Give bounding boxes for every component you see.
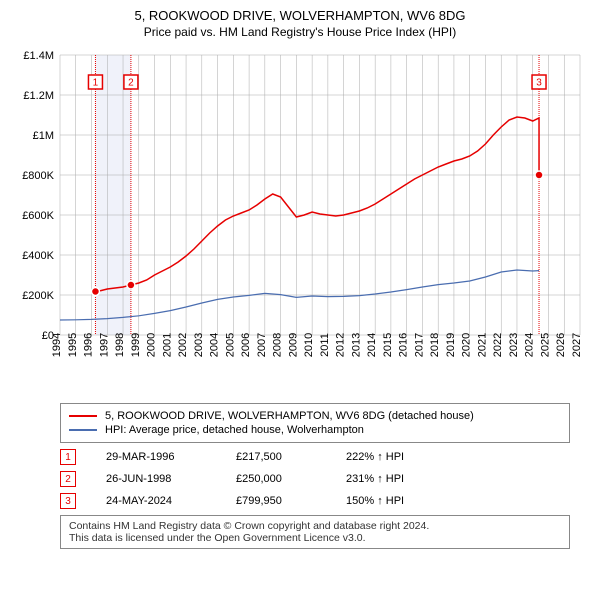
svg-text:2016: 2016 [398,333,410,357]
svg-text:£200K: £200K [22,290,54,302]
svg-text:2025: 2025 [539,333,551,357]
svg-text:1995: 1995 [67,333,79,357]
svg-text:1999: 1999 [130,333,142,357]
svg-text:2008: 2008 [272,333,284,357]
svg-text:2024: 2024 [524,333,536,357]
svg-text:2006: 2006 [240,333,252,357]
svg-text:1996: 1996 [83,333,95,357]
svg-text:1997: 1997 [98,333,110,357]
sales-table: 1 29-MAR-1996 £217,500 222% ↑ HPI 2 26-J… [60,449,570,509]
sales-row: 1 29-MAR-1996 £217,500 222% ↑ HPI [60,449,570,465]
svg-text:£1.2M: £1.2M [23,90,54,102]
svg-text:2002: 2002 [177,333,189,357]
svg-text:2014: 2014 [366,333,378,357]
svg-text:2003: 2003 [193,333,205,357]
svg-text:2026: 2026 [555,333,567,357]
svg-text:2023: 2023 [508,333,520,357]
svg-text:3: 3 [536,78,542,89]
footer-line-1: Contains HM Land Registry data © Crown c… [69,520,561,532]
footer-attribution: Contains HM Land Registry data © Crown c… [60,515,570,549]
svg-text:2022: 2022 [492,333,504,357]
sale-date: 24-MAY-2024 [106,495,206,507]
svg-text:£600K: £600K [22,210,54,222]
svg-text:£1M: £1M [33,130,54,142]
sale-date: 29-MAR-1996 [106,451,206,463]
svg-text:2: 2 [128,78,134,89]
svg-text:£1.4M: £1.4M [23,50,54,62]
svg-text:2005: 2005 [224,333,236,357]
svg-text:1994: 1994 [51,333,63,357]
chart-svg: £0£200K£400K£600K£800K£1M£1.2M£1.4M19941… [10,45,590,395]
svg-text:2027: 2027 [571,333,583,357]
svg-text:2000: 2000 [146,333,158,357]
title-line-2: Price paid vs. HM Land Registry's House … [10,25,590,39]
svg-text:£400K: £400K [22,250,54,262]
svg-text:2013: 2013 [350,333,362,357]
svg-text:2012: 2012 [335,333,347,357]
legend-label-hpi: HPI: Average price, detached house, Wolv… [105,424,364,436]
legend-row-hpi: HPI: Average price, detached house, Wolv… [69,424,561,436]
svg-text:2001: 2001 [161,333,173,357]
svg-text:2010: 2010 [303,333,315,357]
svg-text:2009: 2009 [287,333,299,357]
legend-swatch-hpi [69,429,97,431]
svg-text:2019: 2019 [445,333,457,357]
sale-marker-2: 2 [60,471,76,487]
sale-hpi: 222% ↑ HPI [346,451,446,463]
sale-price: £799,950 [236,495,316,507]
svg-text:2017: 2017 [413,333,425,357]
sale-marker-3: 3 [60,493,76,509]
svg-text:2015: 2015 [382,333,394,357]
legend-row-property: 5, ROOKWOOD DRIVE, WOLVERHAMPTON, WV6 8D… [69,410,561,422]
sale-price: £217,500 [236,451,316,463]
svg-text:2004: 2004 [209,333,221,357]
sale-hpi: 150% ↑ HPI [346,495,446,507]
chart-title-block: 5, ROOKWOOD DRIVE, WOLVERHAMPTON, WV6 8D… [10,8,590,39]
sale-marker-1: 1 [60,449,76,465]
svg-text:£800K: £800K [22,170,54,182]
svg-text:2021: 2021 [476,333,488,357]
price-chart: £0£200K£400K£600K£800K£1M£1.2M£1.4M19941… [10,45,590,395]
svg-text:1998: 1998 [114,333,126,357]
footer-line-2: This data is licensed under the Open Gov… [69,532,561,544]
svg-text:2020: 2020 [461,333,473,357]
sale-date: 26-JUN-1998 [106,473,206,485]
sales-row: 2 26-JUN-1998 £250,000 231% ↑ HPI [60,471,570,487]
legend-swatch-property [69,415,97,417]
svg-text:1: 1 [93,78,99,89]
svg-text:2007: 2007 [256,333,268,357]
sale-hpi: 231% ↑ HPI [346,473,446,485]
legend: 5, ROOKWOOD DRIVE, WOLVERHAMPTON, WV6 8D… [60,403,570,443]
svg-text:2018: 2018 [429,333,441,357]
svg-text:2011: 2011 [319,333,331,357]
title-line-1: 5, ROOKWOOD DRIVE, WOLVERHAMPTON, WV6 8D… [10,8,590,23]
sales-row: 3 24-MAY-2024 £799,950 150% ↑ HPI [60,493,570,509]
sale-price: £250,000 [236,473,316,485]
legend-label-property: 5, ROOKWOOD DRIVE, WOLVERHAMPTON, WV6 8D… [105,410,474,422]
